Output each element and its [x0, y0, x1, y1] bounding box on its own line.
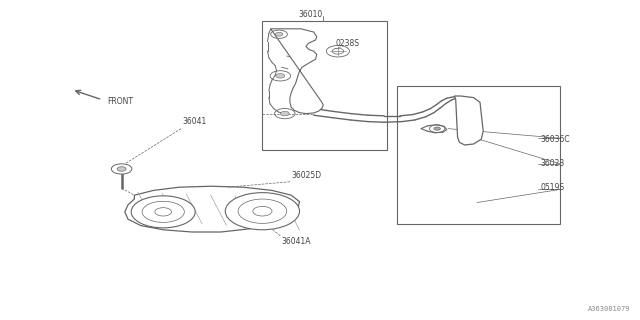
Text: FRONT: FRONT — [108, 97, 134, 106]
Circle shape — [434, 127, 440, 130]
Circle shape — [238, 199, 287, 223]
Circle shape — [117, 167, 126, 171]
Circle shape — [131, 196, 195, 228]
Circle shape — [275, 32, 283, 36]
Polygon shape — [125, 186, 300, 232]
Polygon shape — [271, 29, 323, 114]
Circle shape — [276, 74, 285, 78]
Bar — [397, 86, 560, 224]
Text: 36025D: 36025D — [291, 172, 321, 180]
Circle shape — [155, 208, 172, 216]
Circle shape — [280, 111, 289, 116]
Circle shape — [253, 206, 272, 216]
Text: 36010: 36010 — [298, 10, 323, 19]
Text: A363001079: A363001079 — [588, 306, 630, 312]
Circle shape — [111, 164, 132, 174]
Text: 36041A: 36041A — [282, 237, 311, 246]
Text: 36023: 36023 — [541, 159, 565, 168]
Text: 0519S: 0519S — [541, 183, 565, 192]
Bar — [262, 21, 387, 150]
Polygon shape — [454, 96, 483, 145]
Text: 36041: 36041 — [182, 117, 207, 126]
Circle shape — [142, 201, 184, 222]
Circle shape — [225, 193, 300, 230]
Text: 0238S: 0238S — [336, 39, 360, 48]
Text: 36036C: 36036C — [541, 135, 570, 144]
